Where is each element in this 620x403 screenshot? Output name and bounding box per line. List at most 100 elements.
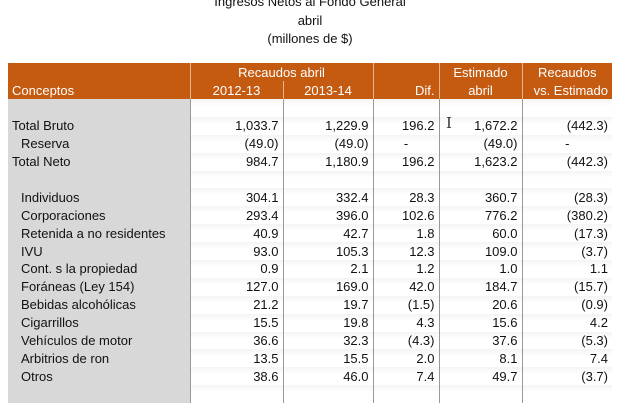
row-value: 1,033.7	[189, 116, 283, 135]
row-value: 1,180.9	[282, 152, 373, 171]
spacer-row	[8, 385, 612, 403]
row-label: Bebidas alcohólicas	[8, 295, 190, 314]
row-label: Arbitrios de ron	[8, 349, 190, 368]
row-value: 60.0	[438, 224, 522, 243]
row-label: Foráneas (Ley 154)	[8, 277, 190, 296]
header-2013-14: 2013-14	[282, 81, 373, 99]
row-value: 360.7	[438, 188, 522, 207]
row-label: Corporaciones	[8, 206, 190, 225]
table-row: Retenida a no residentes 40.9 42.7 1.8 60.0(…	[8, 224, 612, 243]
row-value: 46.0	[282, 367, 373, 386]
row-label: IVU	[8, 242, 190, 261]
row-value: 196.2	[372, 116, 439, 135]
header-conceptos: Conceptos	[8, 81, 190, 99]
row-value: 40.9	[189, 224, 283, 243]
row-label: Total Bruto	[8, 116, 190, 135]
table-row: Individuos 304.1 332.4 28.3 360.7 (28.3)	[8, 188, 612, 207]
row-value: 1,229.9	[282, 116, 373, 135]
table-row: Arbitrios de ron 13.5 15.5 2.0 8.1 7.4	[8, 349, 612, 368]
row-label: Reserva	[8, 134, 190, 153]
row-value: (380.2)	[521, 206, 612, 225]
row-value: 776.2	[438, 206, 522, 225]
row-value: (15.7)	[521, 277, 612, 296]
row-value: 1.8	[372, 224, 439, 243]
row-value: 169.0	[282, 277, 373, 296]
row-value: 984.7	[189, 152, 283, 171]
table-row: Total Bruto 1,033.7 1,229.9 196.2 1,672.2 (44…	[8, 116, 612, 135]
table-row: Vehículos de motor 36.6 32.3 (4.3) 37.6 (5.3)	[8, 331, 612, 350]
row-label: Otros	[8, 367, 190, 386]
row-value: 1.1	[521, 260, 612, 278]
row-value: 1,623.2	[438, 152, 522, 171]
row-value: (49.0)	[282, 134, 373, 153]
row-value: 2.1	[282, 260, 373, 278]
text-cursor-icon: I	[446, 114, 452, 132]
row-value: 93.0	[189, 242, 283, 261]
report-units: (millones de $)	[267, 31, 353, 46]
row-value: 4.2	[521, 313, 612, 332]
row-value: 15.5	[189, 313, 283, 332]
header-estimado-abril: abril	[438, 81, 522, 99]
row-value: 28.3	[372, 188, 439, 207]
row-value: (442.3)	[521, 116, 612, 135]
row-value: 2.0	[372, 349, 439, 368]
row-value: 21.2	[189, 295, 283, 314]
row-value: 13.5	[189, 349, 283, 368]
table-row: Total Neto 984.7 1,180.9 196.2 1,623.2 (442.3…	[8, 152, 612, 171]
table-row: Otros 38.6 46.0 7.4 49.7 (3.7)	[8, 367, 612, 386]
row-value: 109.0	[438, 242, 522, 261]
row-value: 42.0	[372, 277, 439, 296]
row-value: 102.6	[372, 206, 439, 225]
row-value: (17.3)	[521, 224, 612, 243]
row-value: -	[521, 134, 612, 153]
row-value: 1,672.2	[438, 116, 522, 135]
row-label: Total Neto	[8, 152, 190, 171]
report-month: abril	[297, 13, 323, 28]
row-value: (4.3)	[372, 331, 439, 350]
row-value: 49.7	[438, 367, 522, 386]
header-estimado: Estimado	[438, 63, 522, 81]
row-value: 36.6	[189, 331, 283, 350]
row-value: (28.3)	[521, 188, 612, 207]
row-value: 184.7	[438, 277, 522, 296]
row-value: 7.4	[372, 367, 439, 386]
row-value: 12.3	[372, 242, 439, 261]
row-value: 0.9	[189, 260, 283, 278]
row-value: 15.6	[438, 313, 522, 332]
row-value: 37.6	[438, 331, 522, 350]
row-value: 38.6	[189, 367, 283, 386]
row-value: 19.7	[282, 295, 373, 314]
header-recaudos-abril: Recaudos abril	[189, 63, 373, 81]
row-value: (0.9)	[521, 295, 612, 314]
row-value: 196.2	[372, 152, 439, 171]
row-value: (1.5)	[372, 295, 439, 314]
row-value: 105.3	[282, 242, 373, 261]
spacer-row	[8, 99, 612, 117]
table-row: Corporaciones 293.4 396.0 102.6 776.2 (380.2)	[8, 206, 612, 225]
table-row: Foráneas (Ley 154) 127.0 169.0 42.0 184.7 (15…	[8, 277, 612, 296]
row-value: 4.3	[372, 313, 439, 332]
header-dif: Dif.	[372, 81, 439, 99]
revenue-table: Recaudos abril Estimado Recaudos Concept…	[8, 63, 612, 403]
table-row: IVU 93.0 105.3 12.3 109.0 (3.7)	[8, 242, 612, 261]
row-value: 42.7	[282, 224, 373, 243]
row-label: Individuos	[8, 188, 190, 207]
row-value: 32.3	[282, 331, 373, 350]
spacer-row	[8, 170, 612, 189]
row-value: (49.0)	[438, 134, 522, 153]
row-value: -	[372, 134, 439, 153]
row-label: Cigarrillos	[8, 313, 190, 332]
row-value: (49.0)	[189, 134, 283, 153]
header-2012-13: 2012-13	[189, 81, 283, 99]
row-value: 1.0	[438, 260, 522, 278]
row-value: 396.0	[282, 206, 373, 225]
row-value: 15.5	[282, 349, 373, 368]
row-value: 7.4	[521, 349, 612, 368]
table-row: Reserva (49.0) (49.0) - (49.0) -	[8, 134, 612, 153]
row-value: (3.7)	[521, 242, 612, 261]
table-row: Bebidas alcohólicas 21.2 19.7 (1.5) 20.6 (0.9…	[8, 295, 612, 314]
row-value: 19.8	[282, 313, 373, 332]
row-label: Vehículos de motor	[8, 331, 190, 350]
header-vs-estimado: vs. Estimado	[521, 81, 612, 99]
row-label: Retenida a no residentes	[8, 224, 190, 243]
